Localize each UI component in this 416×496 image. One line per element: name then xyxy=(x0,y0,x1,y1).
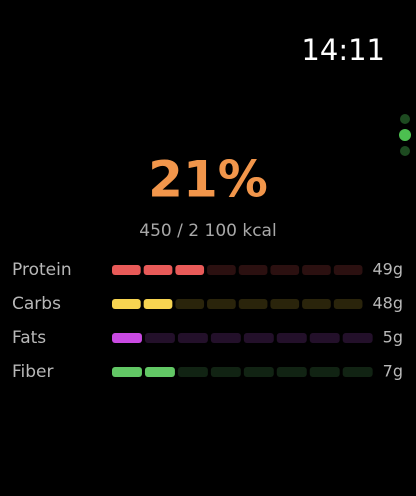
segment-empty xyxy=(207,299,236,309)
segment-empty xyxy=(210,367,241,377)
segment-filled xyxy=(112,333,142,343)
segment-empty xyxy=(342,367,373,377)
nutrient-label: Carbs xyxy=(12,294,61,314)
segment-empty xyxy=(333,265,363,275)
segment-filled xyxy=(143,265,173,275)
segment-empty xyxy=(243,333,274,343)
page-dot xyxy=(400,146,410,156)
segment-empty xyxy=(270,299,300,309)
segment-empty xyxy=(270,265,300,275)
segment-empty xyxy=(207,265,236,275)
nutrient-value: 49g xyxy=(372,260,403,279)
page-dot-current xyxy=(399,129,411,141)
segment-empty xyxy=(210,333,241,343)
segment-empty xyxy=(309,333,340,343)
segment-empty xyxy=(144,333,175,343)
percent: 21% xyxy=(148,151,268,209)
segment-empty xyxy=(302,299,331,309)
nutrient-label: Fiber xyxy=(12,362,54,382)
nutrient-value: 48g xyxy=(372,294,403,313)
segment-filled xyxy=(144,367,175,377)
segment-empty xyxy=(238,299,268,309)
segment-empty xyxy=(309,367,340,377)
segment-empty xyxy=(238,265,268,275)
clock: 14:11 xyxy=(301,33,385,67)
segment-empty xyxy=(276,333,307,343)
segment-empty xyxy=(175,299,205,309)
nutrient-label: Fats xyxy=(12,328,46,348)
segment-empty xyxy=(333,299,363,309)
segment-filled xyxy=(143,299,173,309)
kcal: 450 / 2 100 kcal xyxy=(139,221,276,241)
segment-empty xyxy=(302,265,331,275)
segment-filled xyxy=(175,265,205,275)
segment-empty xyxy=(276,367,307,377)
page-dot xyxy=(400,114,410,124)
segment-filled xyxy=(112,299,141,309)
segment-empty xyxy=(342,333,373,343)
nutrient-value: 7g xyxy=(383,362,403,381)
segment-empty xyxy=(177,367,208,377)
segment-empty xyxy=(177,333,208,343)
nutrient-value: 5g xyxy=(383,328,403,347)
segment-empty xyxy=(243,367,274,377)
segment-filled xyxy=(112,367,142,377)
nutrient-label: Protein xyxy=(12,260,72,280)
segment-filled xyxy=(112,265,141,275)
